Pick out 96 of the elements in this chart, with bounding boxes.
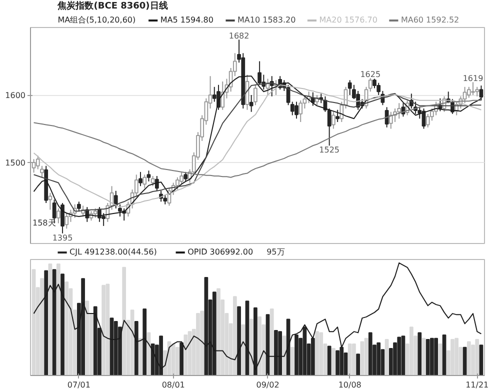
text: 95万	[266, 248, 285, 256]
candlestick	[388, 111, 393, 130]
legend-label: CJL 491238.00(44.56)	[70, 248, 157, 256]
x-tick-label: 11/21	[466, 380, 489, 390]
candlestick	[163, 194, 168, 205]
candlestick	[93, 208, 98, 218]
candlestick	[332, 111, 336, 130]
bar	[368, 332, 372, 376]
bar	[315, 331, 319, 376]
bar	[85, 300, 90, 376]
bar	[352, 343, 356, 376]
candlestick	[249, 94, 254, 112]
candlestick	[471, 82, 475, 96]
x-tick-label: 09/02	[256, 380, 280, 390]
bar	[376, 342, 381, 376]
line-series	[33, 100, 482, 178]
bar	[56, 264, 60, 376]
bar	[290, 346, 294, 376]
candlestick	[184, 171, 188, 182]
bar	[40, 278, 44, 376]
candlestick	[475, 86, 480, 97]
bar	[171, 343, 176, 376]
bar	[232, 296, 237, 376]
x-tick-label: 07/01	[67, 380, 90, 390]
annotation: 1682	[228, 32, 250, 41]
bar	[216, 288, 220, 376]
annotation: 1619	[462, 74, 484, 84]
bar	[454, 338, 459, 376]
bar	[336, 350, 340, 376]
bar	[479, 344, 484, 376]
bar	[409, 326, 414, 376]
x-tick-label: 10/08	[338, 380, 362, 390]
chart-subtitle: MA组合(5,10,20,60)	[58, 16, 136, 24]
bar	[384, 338, 389, 376]
bar	[270, 308, 274, 376]
annotation: 1625	[360, 70, 381, 80]
bar	[241, 324, 246, 376]
candlestick	[336, 109, 340, 122]
candlestick	[340, 101, 344, 122]
bar	[249, 318, 254, 376]
candlestick	[462, 86, 467, 104]
bar	[450, 338, 454, 376]
candlestick	[142, 174, 147, 189]
legend-label: MA10 1583.20	[238, 16, 296, 24]
bar	[196, 313, 200, 376]
bar	[64, 282, 69, 376]
candlestick	[220, 81, 225, 110]
candlestick	[146, 170, 151, 182]
candlestick	[254, 84, 258, 106]
legend-label: MA5 1594.80	[160, 16, 214, 24]
bar	[438, 343, 442, 376]
bar	[466, 341, 471, 376]
bar	[319, 332, 324, 376]
annotation: 1395	[52, 233, 73, 242]
bar	[348, 343, 352, 376]
candlestick	[397, 102, 402, 120]
bar	[397, 336, 402, 376]
bar	[442, 334, 446, 376]
bar	[184, 334, 188, 376]
bar	[418, 332, 422, 376]
candlestick	[64, 212, 69, 230]
legend-label: MA20 1576.70	[319, 16, 378, 24]
legend-label: MA60 1592.52	[400, 16, 460, 24]
bar	[401, 336, 406, 376]
bar	[475, 338, 480, 376]
bar	[138, 338, 142, 376]
annotation: 1525	[319, 146, 340, 155]
bar	[327, 346, 332, 376]
bar	[122, 266, 126, 376]
bar	[258, 316, 262, 376]
annotation: 158天	[32, 218, 56, 228]
bar	[434, 338, 438, 376]
candlestick	[77, 201, 81, 212]
bar	[102, 284, 106, 376]
chart-title: 焦炭指数(BCE 8360)日线	[56, 0, 168, 12]
bar	[200, 310, 204, 376]
candlestick	[294, 101, 298, 120]
bar	[106, 284, 110, 376]
y-tick-label: 1500	[5, 158, 26, 168]
candlestick	[36, 155, 40, 170]
bar	[426, 338, 430, 376]
legend-label: OPID 306992.00	[188, 248, 254, 256]
y-tick-label: 1600	[5, 91, 26, 100]
candlestick	[154, 176, 159, 192]
bar	[282, 336, 286, 376]
bar	[176, 346, 180, 376]
bar	[430, 338, 434, 376]
bar	[332, 348, 336, 376]
bar	[360, 341, 364, 376]
candlestick	[348, 80, 352, 96]
candlestick	[298, 100, 303, 122]
candlestick	[56, 208, 60, 224]
candlestick	[138, 171, 142, 187]
bar	[356, 354, 360, 376]
x-tick-label: 08/01	[162, 380, 185, 390]
candlestick	[150, 176, 155, 187]
